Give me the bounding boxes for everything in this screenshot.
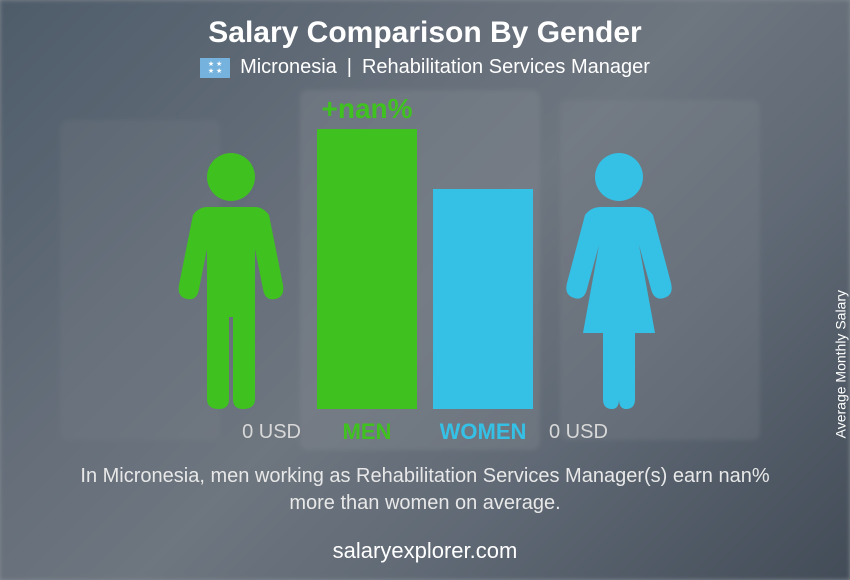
women-icon-col xyxy=(549,99,689,409)
female-icon xyxy=(549,149,689,409)
content-container: Salary Comparison By Gender ★ ★★ ★ Micro… xyxy=(0,0,850,580)
women-value: 0 USD xyxy=(549,421,689,444)
y-axis-label: Average Monthly Salary xyxy=(832,290,848,438)
flag-icon: ★ ★★ ★ xyxy=(200,58,230,78)
men-label: MEN xyxy=(317,419,417,445)
footer-text: salaryexplorer.com xyxy=(333,538,518,570)
chart-area: +nan% xyxy=(161,99,689,409)
men-value: 0 USD xyxy=(161,421,301,444)
men-icon-col xyxy=(161,99,301,409)
description-text: In Micronesia, men working as Rehabilita… xyxy=(55,463,795,517)
subtitle-row: ★ ★★ ★ Micronesia | Rehabilitation Servi… xyxy=(200,56,650,79)
women-label: WOMEN xyxy=(433,419,533,445)
page-title: Salary Comparison By Gender xyxy=(208,16,641,50)
male-icon xyxy=(161,149,301,409)
separator-text: | xyxy=(347,56,352,79)
women-bar-col xyxy=(433,99,533,409)
labels-row: 0 USD MEN WOMEN 0 USD xyxy=(161,419,689,445)
men-bar xyxy=(317,129,417,409)
location-text: Micronesia xyxy=(240,56,337,79)
job-title-text: Rehabilitation Services Manager xyxy=(362,56,650,79)
women-bar xyxy=(433,189,533,409)
difference-label: +nan% xyxy=(321,93,412,125)
men-bar-col: +nan% xyxy=(317,99,417,409)
